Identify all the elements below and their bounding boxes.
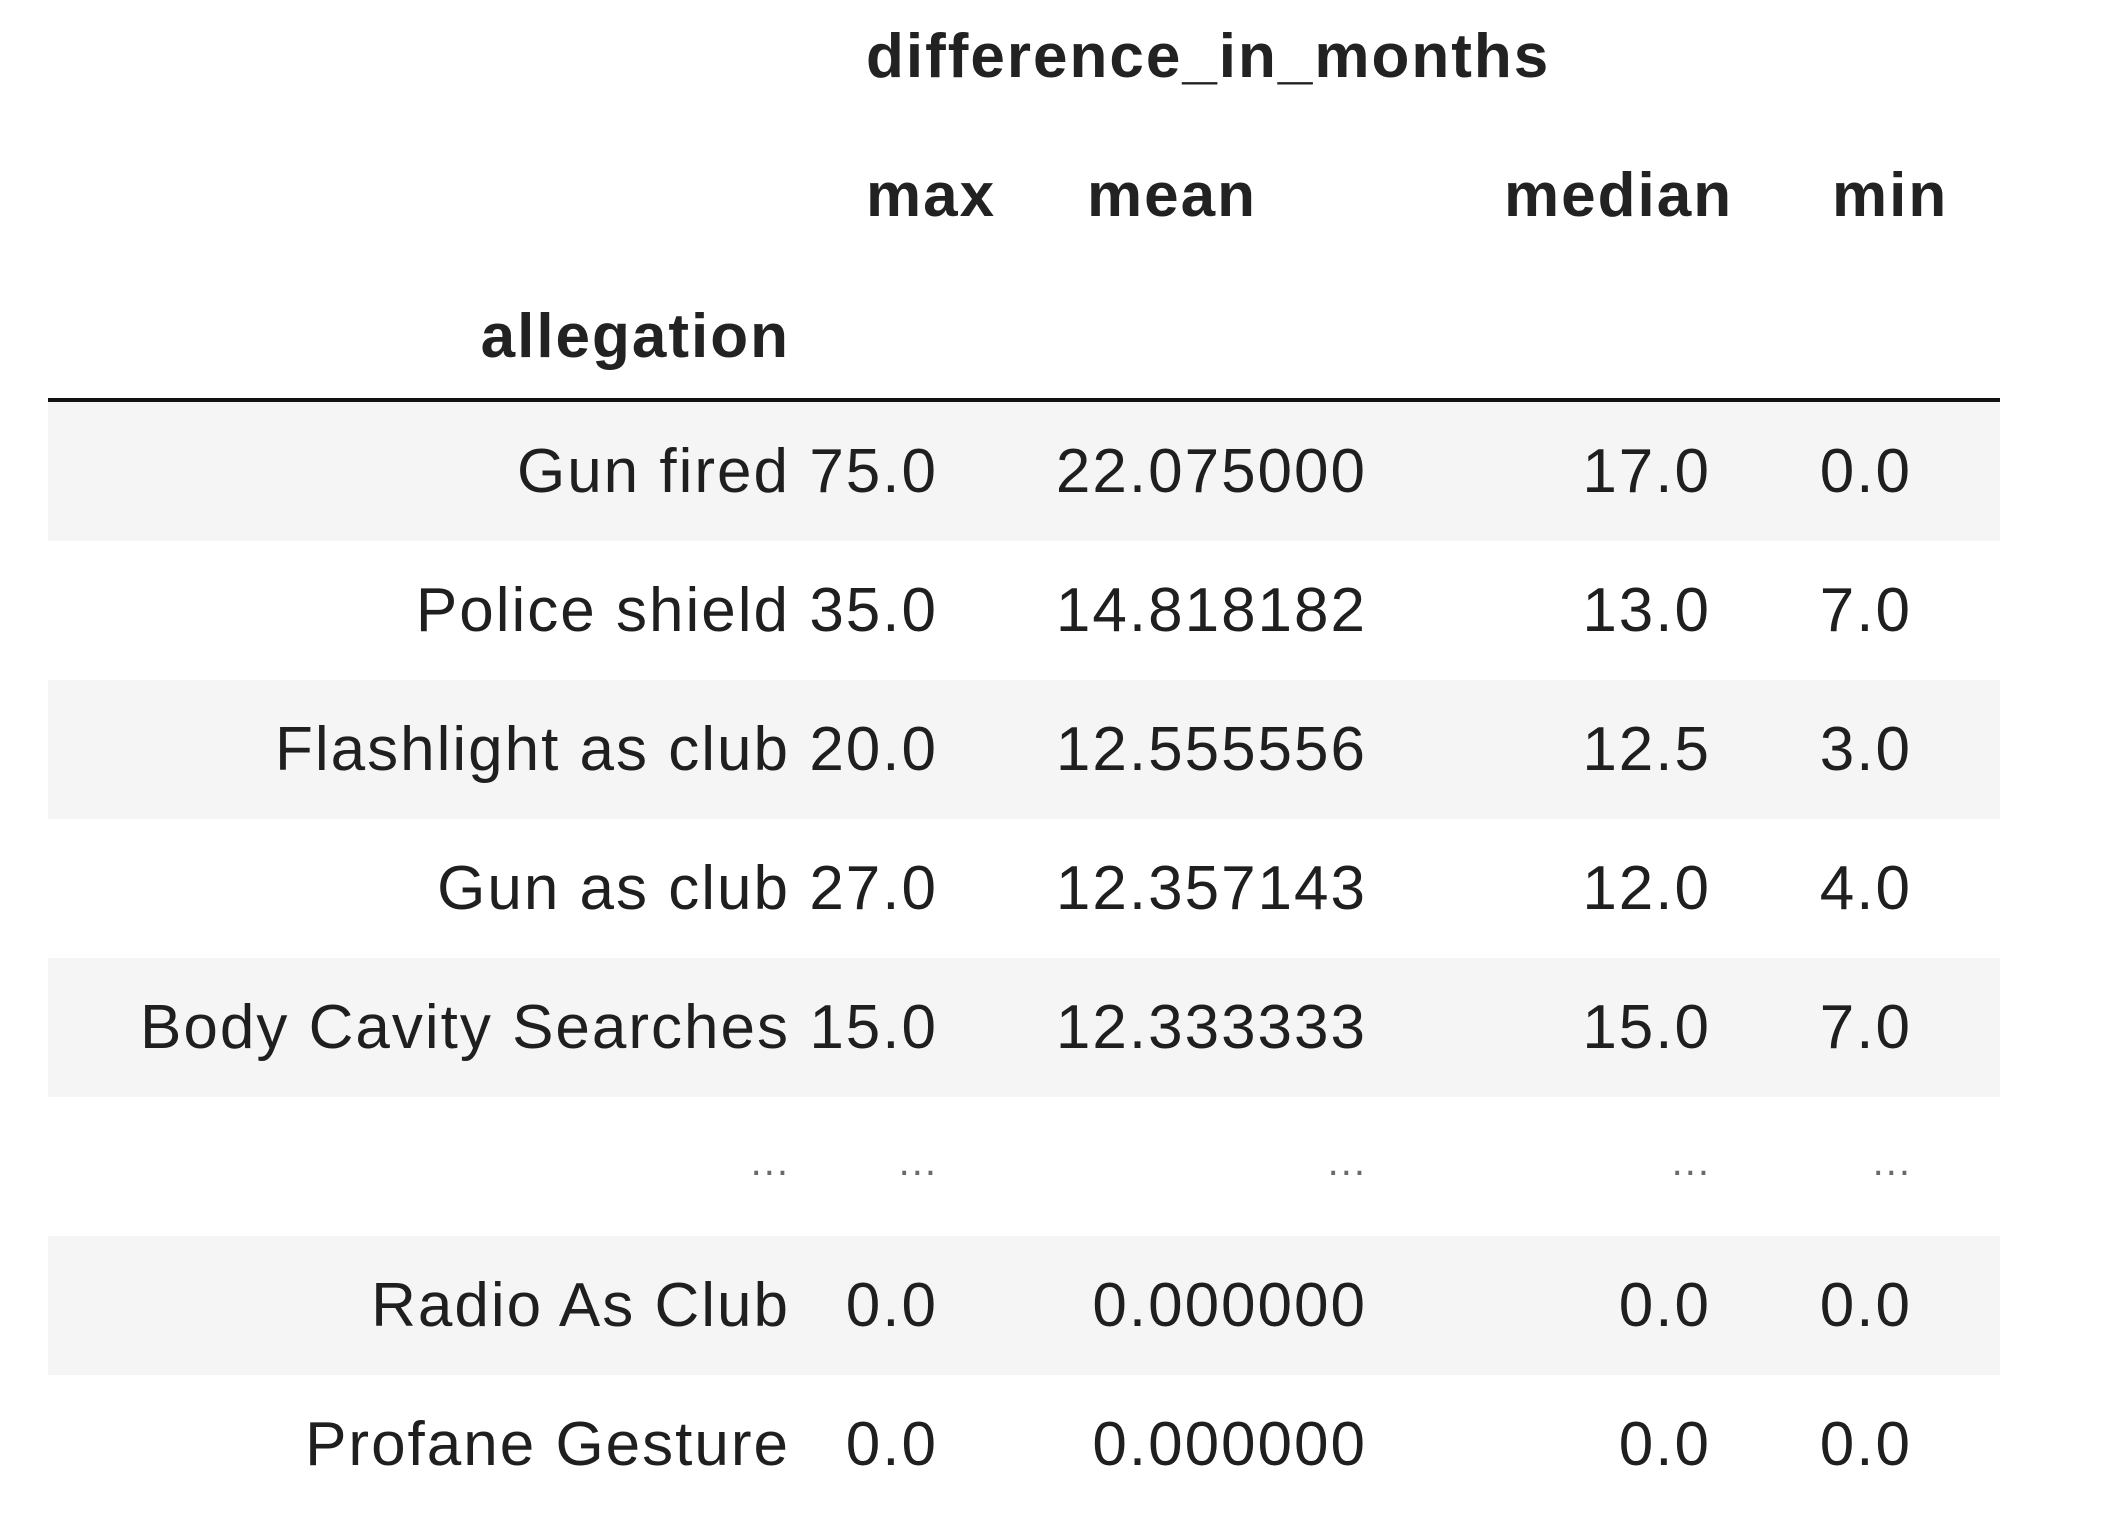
column-group-header: difference_in_months: [866, 22, 1551, 91]
index-name-header: allegation: [480, 302, 790, 371]
cell-min: 0.0: [1819, 1410, 1912, 1479]
cell-min: 0.0: [1819, 437, 1912, 506]
cell-mean: 12.555556: [1055, 715, 1367, 784]
cell-median: 0.0: [1618, 1271, 1711, 1340]
header-divider: [48, 398, 2000, 402]
cell-min: 7.0: [1819, 993, 1912, 1062]
table-row: Gun as club 27.0 12.357143 12.0 4.0: [48, 819, 2000, 958]
row-label: Radio As Club: [371, 1271, 790, 1340]
cell-max: ...: [898, 1140, 938, 1184]
cell-min: 7.0: [1819, 576, 1912, 645]
row-label: Body Cavity Searches: [140, 993, 790, 1062]
column-header-max: max: [866, 161, 997, 230]
cell-median: 17.0: [1582, 437, 1711, 506]
cell-mean: 0.000000: [1092, 1410, 1367, 1479]
cell-max: 0.0: [845, 1410, 938, 1479]
cell-median: ...: [1671, 1140, 1711, 1184]
cell-min: 3.0: [1819, 715, 1912, 784]
cell-min: ...: [1872, 1140, 1912, 1184]
cell-median: 12.0: [1582, 854, 1711, 923]
cell-median: 13.0: [1582, 576, 1711, 645]
cell-mean: 22.075000: [1055, 437, 1367, 506]
column-header-min: min: [1832, 161, 1949, 230]
cell-max: 0.0: [845, 1271, 938, 1340]
cell-min: 0.0: [1819, 1271, 1912, 1340]
cell-max: 20.0: [809, 715, 938, 784]
row-label: Gun as club: [437, 854, 790, 923]
cell-min: 4.0: [1819, 854, 1912, 923]
cell-max: 75.0: [809, 437, 938, 506]
cell-max: 15.0: [809, 993, 938, 1062]
cell-mean: 12.357143: [1055, 854, 1367, 923]
cell-median: 0.0: [1618, 1410, 1711, 1479]
cell-mean: 14.818182: [1055, 576, 1367, 645]
table-row: Profane Gesture 0.0 0.000000 0.0 0.0: [48, 1375, 2000, 1492]
table-row: Flashlight as club 20.0 12.555556 12.5 3…: [48, 680, 2000, 819]
row-label: Police shield: [415, 576, 790, 645]
table-row: Police shield 35.0 14.818182 13.0 7.0: [48, 541, 2000, 680]
cell-mean: 0.000000: [1092, 1271, 1367, 1340]
cell-mean: 12.333333: [1055, 993, 1367, 1062]
cell-max: 35.0: [809, 576, 938, 645]
row-label: Profane Gesture: [305, 1410, 790, 1479]
row-label: ...: [750, 1140, 790, 1184]
table-row-ellipsis: ... ... ... ... ...: [48, 1097, 2000, 1236]
table-row: Radio As Club 0.0 0.000000 0.0 0.0: [48, 1236, 2000, 1375]
table-row: Gun fired 75.0 22.075000 17.0 0.0: [48, 402, 2000, 541]
table-row: Body Cavity Searches 15.0 12.333333 15.0…: [48, 958, 2000, 1097]
cell-median: 15.0: [1582, 993, 1711, 1062]
row-label: Gun fired: [516, 437, 790, 506]
cell-median: 12.5: [1582, 715, 1711, 784]
column-header-median: median: [1504, 161, 1734, 230]
cell-mean: ...: [1327, 1140, 1367, 1184]
cell-max: 27.0: [809, 854, 938, 923]
row-label: Flashlight as club: [274, 715, 790, 784]
column-header-mean: mean: [1087, 161, 1257, 230]
